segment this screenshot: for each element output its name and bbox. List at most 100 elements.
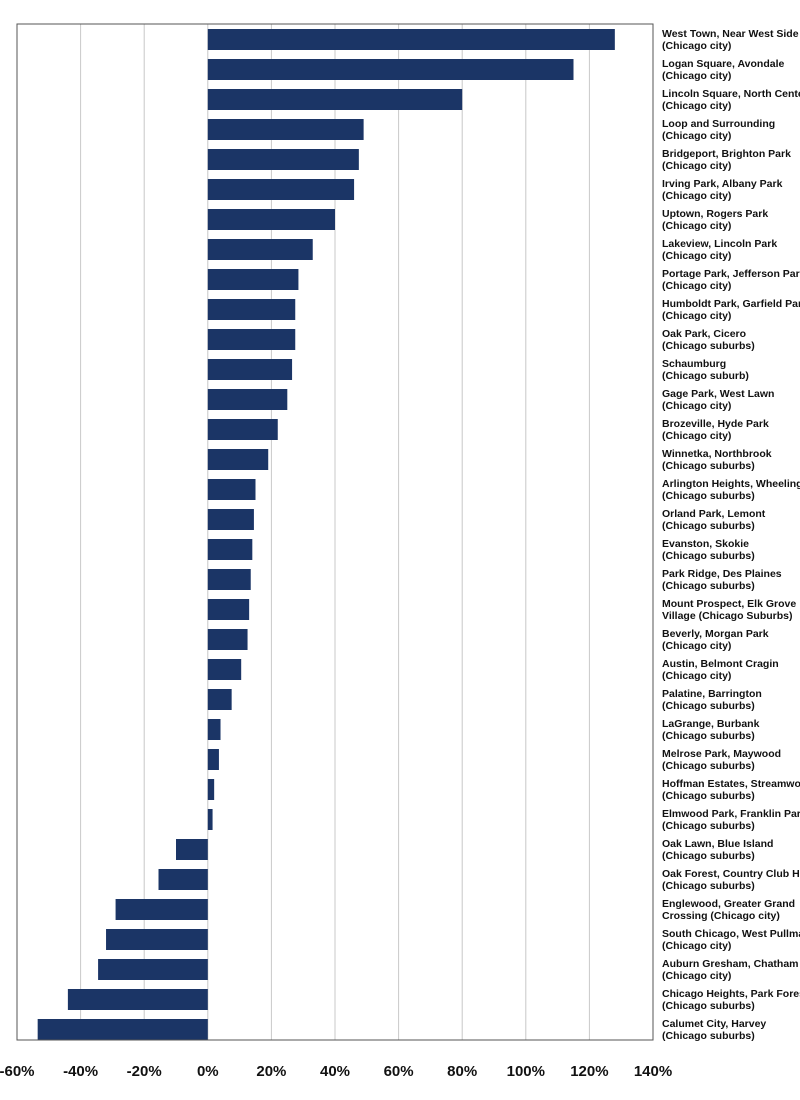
x-tick-label: 100% — [507, 1063, 545, 1080]
bar — [207, 689, 232, 710]
category-label: Orland Park, Lemont (Chicago suburbs) — [662, 508, 766, 532]
category-label: Logan Square, Avondale (Chicago city) — [662, 58, 784, 82]
category-label-line: (Chicago city) — [662, 190, 731, 202]
category-label-line: Bridgeport, Brighton Park — [662, 148, 791, 160]
category-label-line: Oak Forest, Country Club Hills — [662, 868, 800, 880]
x-tick-label: 140% — [634, 1063, 672, 1080]
category-label: Mount Prospect, Elk Grove Village (Chicag… — [662, 598, 796, 622]
category-label: Lincoln Square, North Center (Chicago cit… — [662, 88, 800, 112]
category-label-line: (Chicago city) — [662, 400, 731, 412]
category-label-line: (Chicago suburbs) — [662, 520, 755, 532]
bar — [158, 869, 208, 890]
gridlines — [80, 24, 590, 1040]
category-label: Arlington Heights, Wheeling (Chicago subu… — [662, 478, 800, 502]
category-label-line: Park Ridge, Des Plaines — [662, 568, 782, 580]
category-label-line: (Chicago city) — [662, 220, 731, 232]
category-label-line: (Chicago city) — [662, 40, 731, 52]
category-label: LaGrange, Burbank (Chicago suburbs) — [662, 718, 760, 742]
category-label-line: Winnetka, Northbrook — [662, 448, 772, 460]
category-label-line: (Chicago city) — [662, 940, 731, 952]
bar — [207, 269, 299, 290]
category-label-line: Auburn Gresham, Chatham — [662, 958, 799, 970]
category-label: Loop and Surrounding (Chicago city) — [662, 118, 775, 142]
bar — [37, 1019, 208, 1040]
category-label-line: (Chicago suburbs) — [662, 790, 755, 802]
category-label-line: Portage Park, Jefferson Park — [662, 268, 800, 280]
x-tick-label: 120% — [570, 1063, 608, 1080]
x-tick-label: 0% — [197, 1063, 219, 1080]
bar — [98, 959, 208, 980]
category-label-line: (Chicago city) — [662, 250, 731, 262]
x-tick-label: -40% — [63, 1063, 98, 1080]
bar — [207, 179, 355, 200]
bar — [207, 359, 293, 380]
category-label-line: West Town, Near West Side — [662, 28, 799, 40]
category-label-line: Schaumburg — [662, 358, 726, 370]
bar — [207, 389, 288, 410]
category-label: Beverly, Morgan Park (Chicago city) — [662, 628, 769, 652]
bar — [207, 629, 248, 650]
category-label: South Chicago, West Pullman (Chicago city… — [662, 928, 800, 952]
category-label-line: (Chicago suburbs) — [662, 880, 755, 892]
category-label-line: Oak Park, Cicero — [662, 328, 746, 340]
category-label: Palatine, Barrington (Chicago suburbs) — [662, 688, 762, 712]
bar — [207, 29, 615, 50]
category-label: Brozeville, Hyde Park (Chicago city) — [662, 418, 769, 442]
category-label-line: (Chicago suburbs) — [662, 1000, 755, 1012]
category-label-line: South Chicago, West Pullman — [662, 928, 800, 940]
category-label-line: (Chicago suburbs) — [662, 340, 755, 352]
category-label-line: (Chicago suburbs) — [662, 760, 755, 772]
bar — [207, 779, 215, 800]
category-label-line: Gage Park, West Lawn — [662, 388, 774, 400]
category-label-line: (Chicago city) — [662, 670, 731, 682]
x-tick-label: 80% — [447, 1063, 477, 1080]
category-label-line: Orland Park, Lemont — [662, 508, 766, 520]
category-label-line: Melrose Park, Maywood — [662, 748, 781, 760]
x-tick-label: 60% — [384, 1063, 414, 1080]
bars — [37, 29, 615, 1040]
category-label-line: Logan Square, Avondale — [662, 58, 784, 70]
category-label-line: Calumet City, Harvey — [662, 1018, 766, 1030]
bar — [207, 299, 296, 320]
category-label: Hoffman Estates, Streamwood (Chicago subu… — [662, 778, 800, 802]
category-label-line: Evanston, Skokie — [662, 538, 749, 550]
category-label: Elmwood Park, Franklin Park (Chicago subu… — [662, 808, 800, 832]
category-label-line: (Chicago city) — [662, 280, 731, 292]
bar — [207, 59, 574, 80]
category-label-line: (Chicago suburbs) — [662, 460, 755, 472]
category-label: Oak Park, Cicero (Chicago suburbs) — [662, 328, 755, 352]
category-label: Schaumburg (Chicago suburb) — [662, 358, 749, 382]
category-label-line: Oak Lawn, Blue Island — [662, 838, 773, 850]
category-label-line: Arlington Heights, Wheeling — [662, 478, 800, 490]
category-label: Gage Park, West Lawn (Chicago city) — [662, 388, 774, 412]
category-label-line: (Chicago suburbs) — [662, 1030, 755, 1042]
category-label-line: (Chicago suburbs) — [662, 700, 755, 712]
category-label-line: Palatine, Barrington — [662, 688, 762, 700]
category-label-line: (Chicago city) — [662, 160, 731, 172]
category-label-line: (Chicago city) — [662, 640, 731, 652]
category-labels: West Town, Near West Side (Chicago city)L… — [662, 28, 800, 1042]
category-label-line: (Chicago suburbs) — [662, 820, 755, 832]
category-label-line: (Chicago city) — [662, 130, 731, 142]
category-label: Bridgeport, Brighton Park (Chicago city) — [662, 148, 791, 172]
bar — [207, 599, 250, 620]
category-label: Uptown, Rogers Park (Chicago city) — [662, 208, 768, 232]
category-label-line: LaGrange, Burbank — [662, 718, 760, 730]
category-label-line: Uptown, Rogers Park — [662, 208, 768, 220]
category-label: Oak Lawn, Blue Island (Chicago suburbs) — [662, 838, 773, 862]
category-label-line: Crossing (Chicago city) — [662, 910, 780, 922]
category-label-line: (Chicago suburbs) — [662, 850, 755, 862]
category-label-line: (Chicago suburbs) — [662, 550, 755, 562]
category-label: Winnetka, Northbrook (Chicago suburbs) — [662, 448, 772, 472]
bar — [207, 719, 221, 740]
bar — [207, 449, 269, 470]
category-label: Chicago Heights, Park Forest (Chicago sub… — [662, 988, 800, 1012]
category-label: Melrose Park, Maywood (Chicago suburbs) — [662, 748, 781, 772]
bar — [207, 149, 359, 170]
category-label-line: (Chicago city) — [662, 100, 731, 112]
bar — [207, 659, 242, 680]
category-label: Irving Park, Albany Park (Chicago city) — [662, 178, 783, 202]
category-label-line: (Chicago suburbs) — [662, 490, 755, 502]
x-tick-label: 20% — [256, 1063, 286, 1080]
category-label-line: Beverly, Morgan Park — [662, 628, 769, 640]
